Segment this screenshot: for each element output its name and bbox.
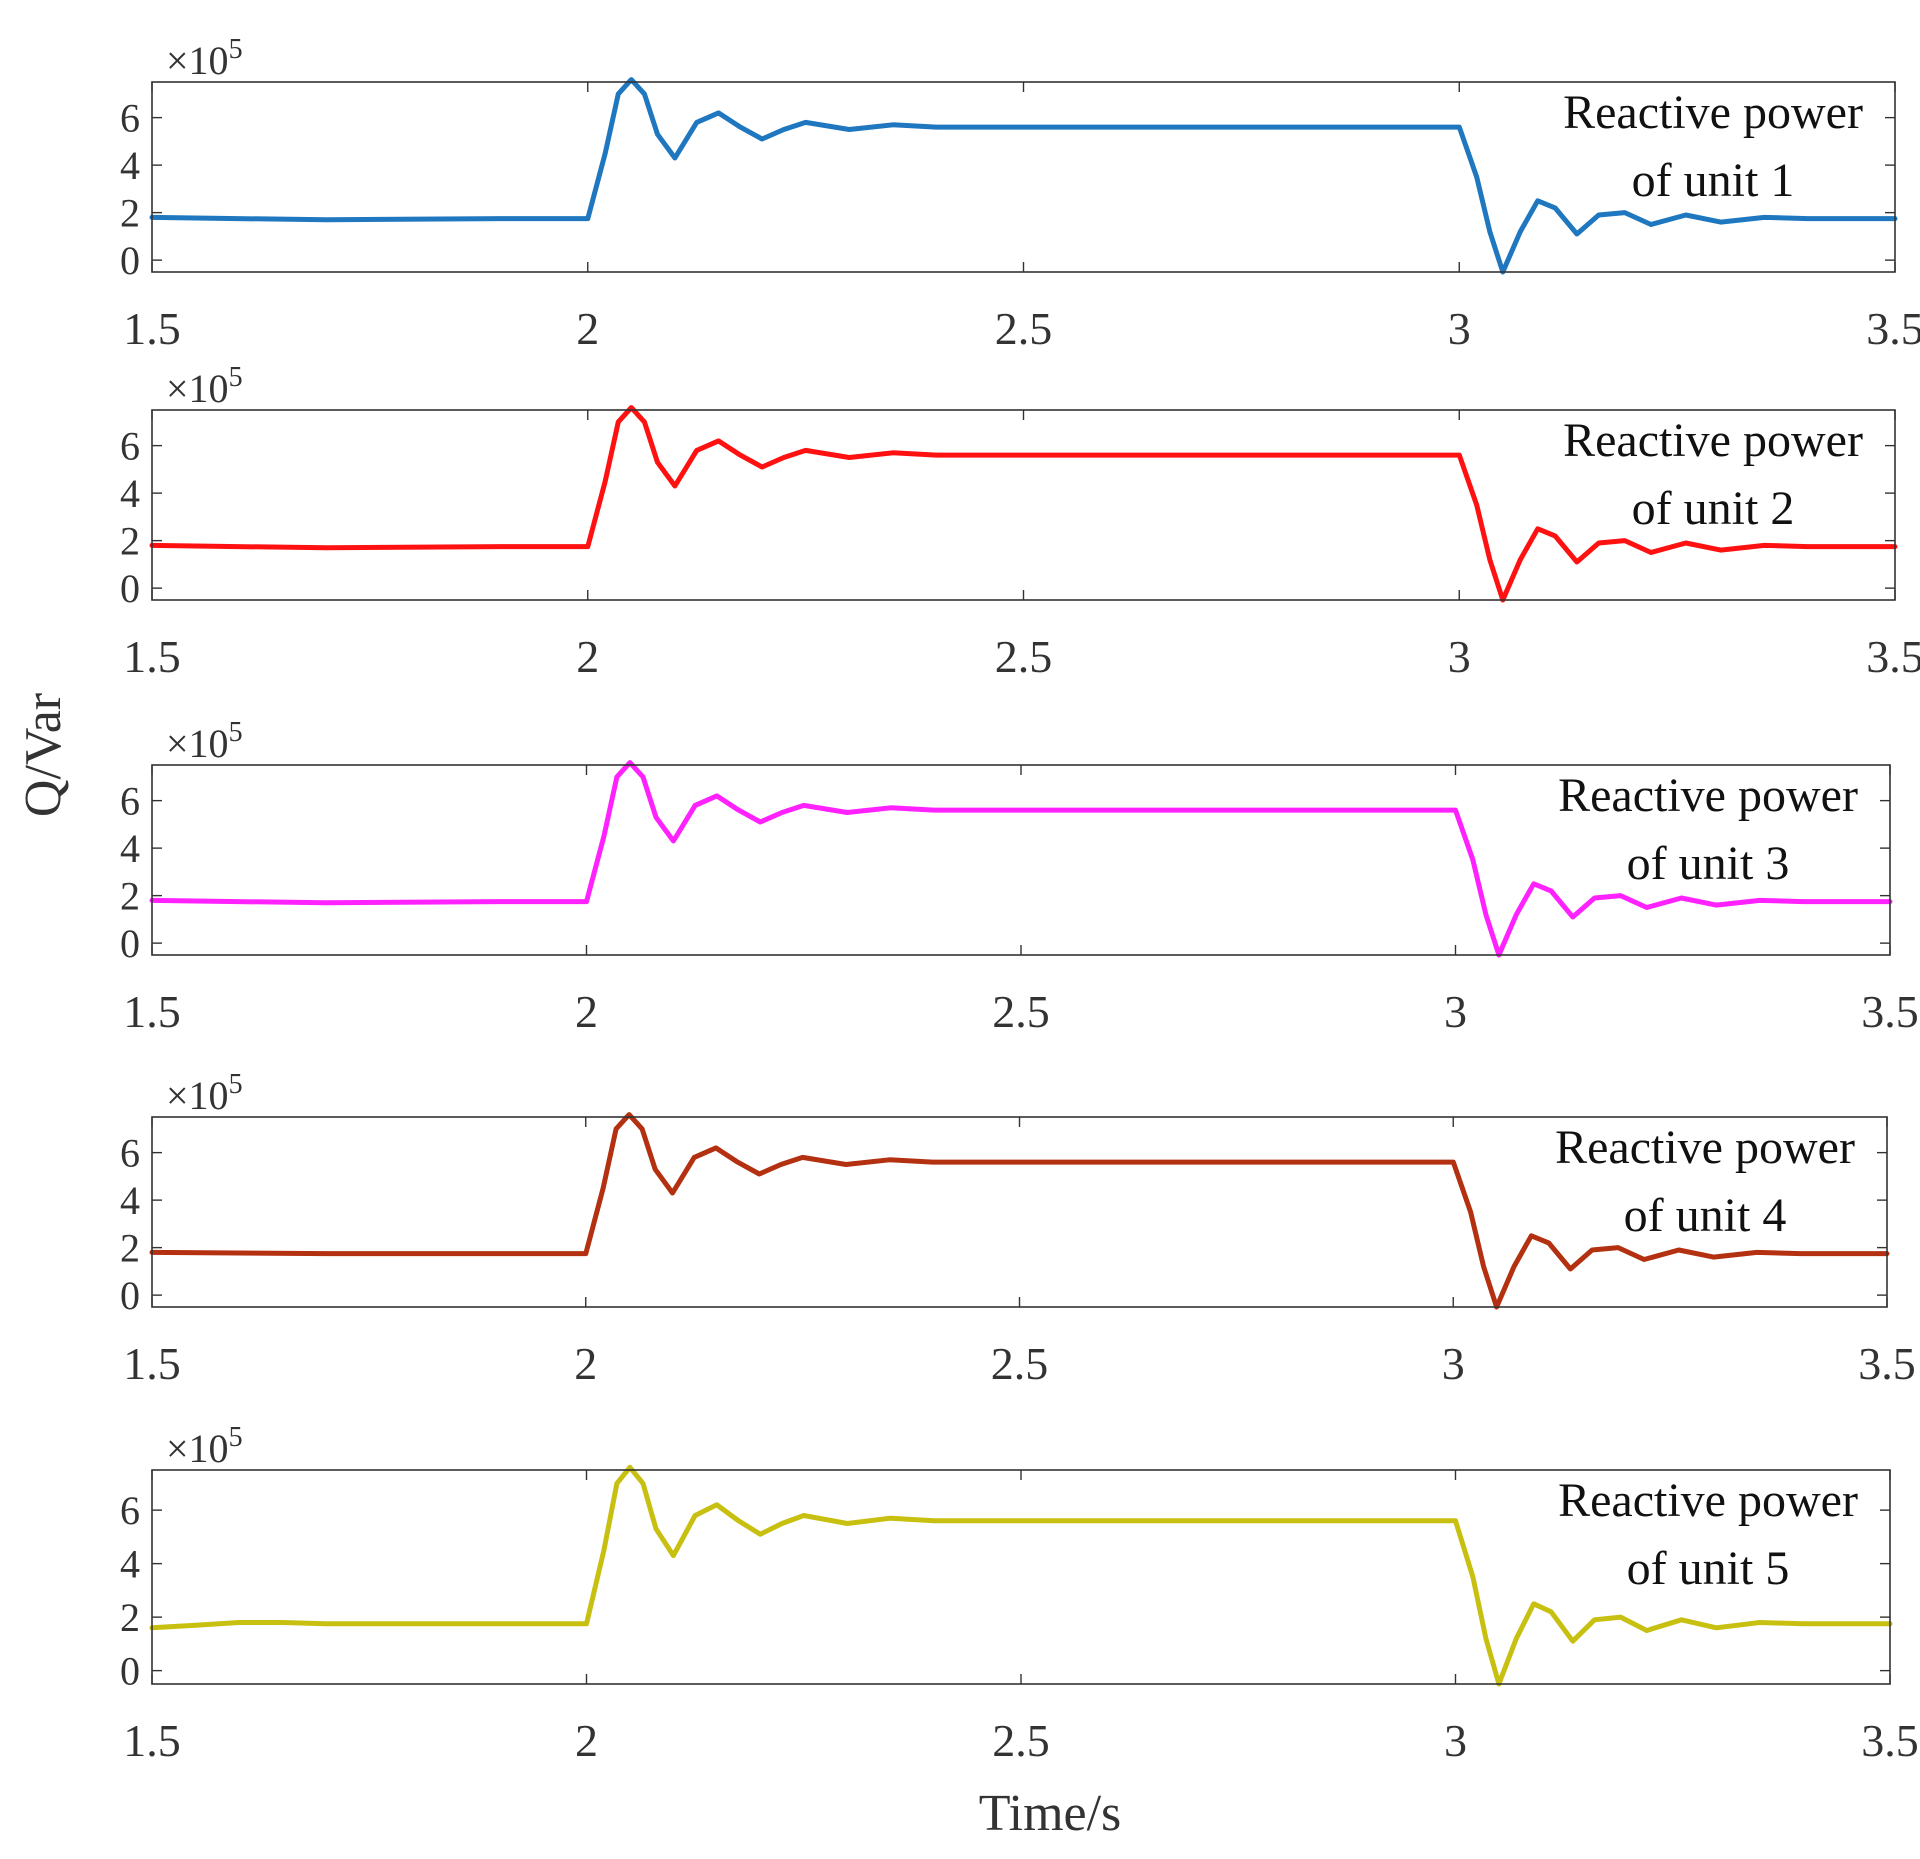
x-tick-label: 1.5 bbox=[123, 303, 181, 354]
legend-line-2: of unit 1 bbox=[1632, 154, 1795, 207]
y-tick-label: 6 bbox=[120, 424, 140, 469]
y-exponent-label: ×105 bbox=[166, 717, 243, 766]
y-tick-label: 6 bbox=[120, 1131, 140, 1176]
y-tick-label: 2 bbox=[120, 191, 140, 236]
y-tick-label: 0 bbox=[120, 566, 140, 611]
y-tick-label: 6 bbox=[120, 779, 140, 824]
y-tick-label: 0 bbox=[120, 1649, 140, 1694]
x-tick-label: 2.5 bbox=[991, 1338, 1049, 1389]
y-tick-label: 0 bbox=[120, 1273, 140, 1318]
y-tick-label: 2 bbox=[120, 519, 140, 564]
legend-line-1: Reactive power bbox=[1563, 414, 1863, 467]
x-tick-label: 2 bbox=[576, 303, 599, 354]
y-tick-label: 4 bbox=[120, 826, 140, 871]
series-line-unit-5 bbox=[149, 1464, 1893, 1687]
x-tick-label: 2.5 bbox=[995, 303, 1053, 354]
legend-line-1: Reactive power bbox=[1558, 769, 1858, 822]
x-tick-label: 1.5 bbox=[123, 986, 181, 1037]
x-tick-label: 3.5 bbox=[1858, 1338, 1916, 1389]
x-tick-label: 2 bbox=[574, 1338, 597, 1389]
y-tick-label: 4 bbox=[120, 143, 140, 188]
x-tick-label: 2.5 bbox=[992, 986, 1050, 1037]
x-tick-label: 3.5 bbox=[1866, 303, 1920, 354]
x-tick-label: 3 bbox=[1448, 303, 1471, 354]
y-exponent-label: ×105 bbox=[166, 34, 243, 83]
y-exponent-label: ×105 bbox=[166, 1069, 243, 1118]
legend-line-1: Reactive power bbox=[1558, 1474, 1858, 1527]
legend-line-1: Reactive power bbox=[1563, 86, 1863, 139]
y-axis-title: Q/Var bbox=[15, 693, 72, 817]
y-tick-label: 4 bbox=[120, 471, 140, 516]
y-exponent-label: ×105 bbox=[166, 362, 243, 411]
x-tick-label: 3 bbox=[1444, 1715, 1467, 1766]
x-tick-label: 3 bbox=[1442, 1338, 1465, 1389]
y-exponent-label: ×105 bbox=[166, 1422, 243, 1471]
x-tick-label: 3.5 bbox=[1866, 631, 1920, 682]
y-tick-label: 2 bbox=[120, 1226, 140, 1271]
legend-line-2: of unit 2 bbox=[1632, 482, 1795, 535]
x-tick-label: 2 bbox=[575, 986, 598, 1037]
x-tick-label: 1.5 bbox=[123, 1715, 181, 1766]
legend-line-2: of unit 3 bbox=[1627, 837, 1790, 890]
x-tick-label: 1.5 bbox=[123, 1338, 181, 1389]
x-tick-label: 3 bbox=[1448, 631, 1471, 682]
legend-line-2: of unit 5 bbox=[1627, 1542, 1790, 1595]
legend-line-1: Reactive power bbox=[1555, 1121, 1855, 1174]
y-tick-label: 0 bbox=[120, 921, 140, 966]
x-tick-label: 1.5 bbox=[123, 631, 181, 682]
x-axis-title: Time/s bbox=[979, 1785, 1122, 1842]
y-tick-label: 0 bbox=[120, 238, 140, 283]
y-tick-label: 2 bbox=[120, 874, 140, 919]
x-tick-label: 3 bbox=[1444, 986, 1467, 1037]
y-tick-label: 6 bbox=[120, 96, 140, 141]
y-tick-label: 6 bbox=[120, 1488, 140, 1533]
x-tick-label: 2 bbox=[576, 631, 599, 682]
x-tick-label: 2.5 bbox=[995, 631, 1053, 682]
x-tick-label: 3.5 bbox=[1861, 986, 1919, 1037]
y-tick-label: 2 bbox=[120, 1595, 140, 1640]
x-tick-label: 3.5 bbox=[1861, 1715, 1919, 1766]
x-tick-label: 2 bbox=[575, 1715, 598, 1766]
subplot-5: 1.5 2 2.5 3 3.5 0 2 4 6 ×105 Reactive power of unit… bbox=[120, 1422, 1919, 1766]
x-tick-label: 2.5 bbox=[992, 1715, 1050, 1766]
y-tick-label: 4 bbox=[120, 1178, 140, 1223]
legend-line-2: of unit 4 bbox=[1624, 1189, 1787, 1242]
y-tick-label: 4 bbox=[120, 1542, 140, 1587]
